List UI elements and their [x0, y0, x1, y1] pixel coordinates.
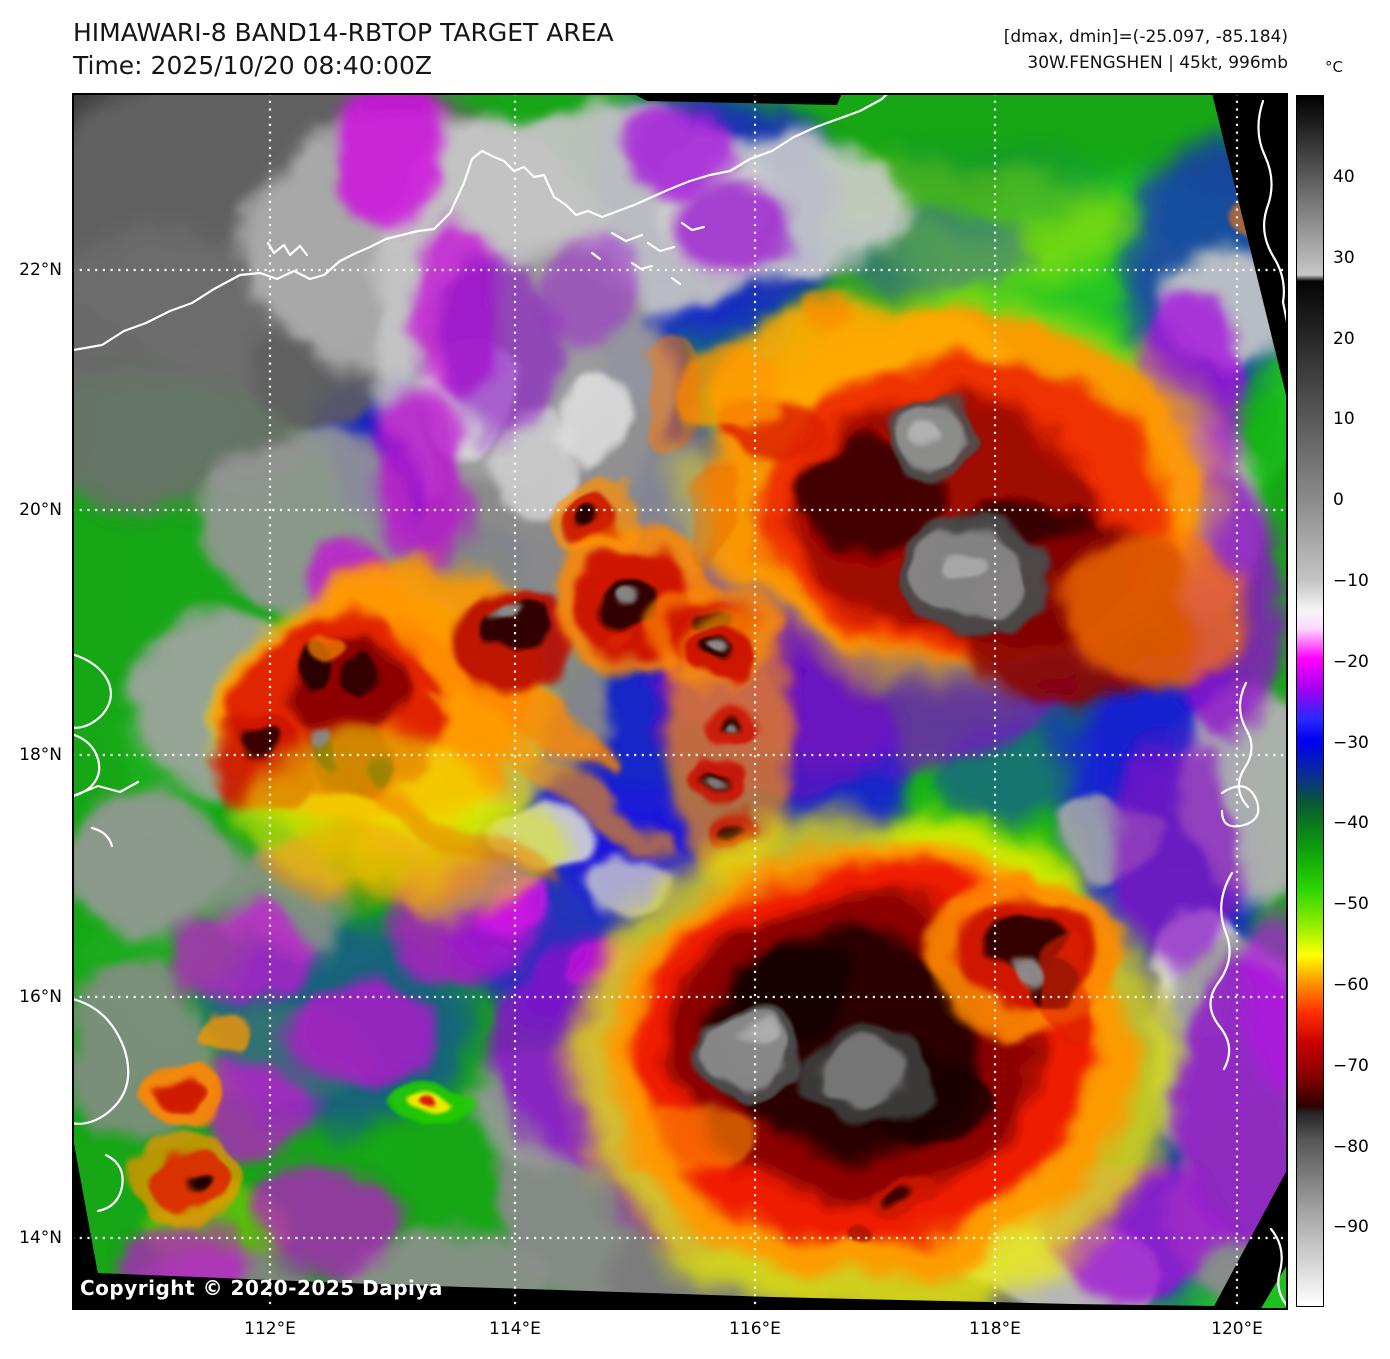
colorbar-tick: 40	[1333, 167, 1355, 187]
colorbar-tick: −20	[1333, 652, 1369, 672]
cloud-field	[72, 93, 1288, 1310]
colorbar-tick: −30	[1333, 733, 1369, 753]
range-annotation: [dmax, dmin]=(-25.097, -85.184)	[1003, 27, 1288, 47]
colorbar-gradient	[1296, 95, 1324, 1307]
x-axis-label: 112°E	[244, 1319, 296, 1339]
colorbar-tick: −60	[1333, 975, 1369, 995]
y-axis-label: 16°N	[19, 987, 62, 1007]
colorbar-tick: 20	[1333, 329, 1355, 349]
x-axis-label: 118°E	[969, 1319, 1021, 1339]
colorbar-tick: −90	[1333, 1217, 1369, 1237]
colorbar-unit-label: °C	[1325, 58, 1343, 76]
overshooting-tops	[312, 398, 1057, 1121]
y-axis-label: 20°N	[19, 500, 62, 520]
y-axis-label: 14°N	[19, 1228, 62, 1248]
colorbar-tick: −50	[1333, 894, 1369, 914]
y-axis-label: 22°N	[19, 260, 62, 280]
map-gridlines	[72, 93, 1288, 1310]
colorbar-tick: −70	[1333, 1056, 1369, 1076]
title-block: HIMAWARI-8 BAND14-RBTOP TARGET AREA Time…	[73, 16, 614, 82]
x-axis-label: 114°E	[489, 1319, 541, 1339]
colorbar-tick: 0	[1333, 490, 1344, 510]
x-axis-label: 120°E	[1211, 1319, 1263, 1339]
page-title: HIMAWARI-8 BAND14-RBTOP TARGET AREA	[73, 18, 614, 47]
timestamp: Time: 2025/10/20 08:40:00Z	[73, 51, 432, 80]
colorbar-tick: −80	[1333, 1137, 1369, 1157]
storm-annotation: 30W.FENGSHEN | 45kt, 996mb	[1027, 53, 1288, 73]
map-border	[72, 93, 1288, 1310]
colorbar-tick: −40	[1333, 813, 1369, 833]
annotation-block: [dmax, dmin]=(-25.097, -85.184) 30W.FENG…	[1004, 24, 1288, 76]
colorbar-tick: 10	[1333, 409, 1355, 429]
satellite-map: Copyright © 2020-2025 Dapiya	[72, 93, 1288, 1310]
x-axis-label: 116°E	[729, 1319, 781, 1339]
deep-convection-layer	[135, 193, 1288, 1310]
colorbar-tick: −10	[1333, 571, 1369, 591]
copyright-text: Copyright © 2020-2025 Dapiya	[80, 1276, 443, 1300]
y-axis-label: 18°N	[19, 745, 62, 765]
satellite-image	[72, 93, 1288, 1310]
colorbar-tick: 30	[1333, 248, 1355, 268]
coastline-overlay	[72, 93, 1288, 1309]
